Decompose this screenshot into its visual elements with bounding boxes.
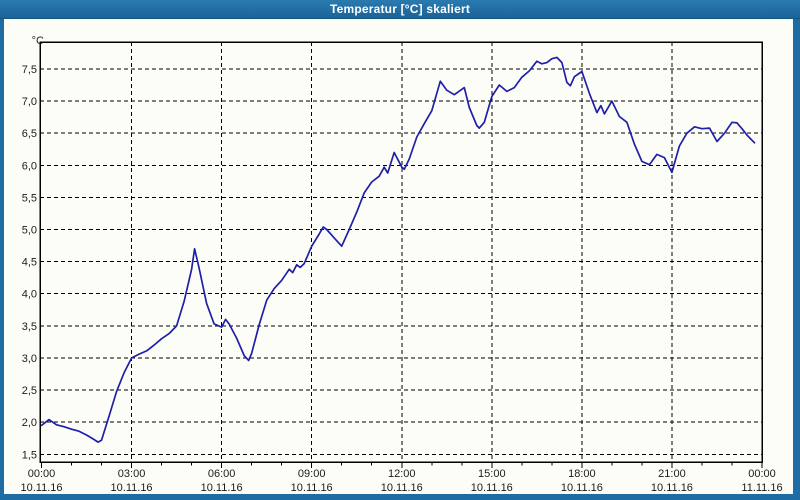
y-axis-unit-label: °C	[31, 35, 44, 47]
x-tick-time-label: 00:00	[748, 468, 776, 480]
x-tick-time-label: 03:00	[118, 468, 146, 480]
y-tick-label: 4,0	[22, 289, 37, 301]
y-tick-label: 3,5	[22, 321, 37, 333]
x-tick-time-label: 00:00	[28, 468, 56, 480]
x-tick-date-label: 10.11.16	[471, 482, 513, 494]
y-tick-label: 7,0	[22, 96, 37, 108]
x-tick-date-label: 10.11.16	[381, 482, 423, 494]
window-title-bar[interactable]: Temperatur [°C] skaliert	[0, 0, 800, 19]
x-tick-date-label: 10.11.16	[291, 482, 333, 494]
y-tick-label: 7,5	[22, 64, 37, 76]
x-tick-date-label: 10.11.16	[201, 482, 243, 494]
y-tick-label: 1,5	[22, 449, 37, 461]
temperature-chart: 7,5 7,0 6,5 6,0 5,5 5,0 4,5 4,0 3,5 3,0 2,5 2,0 1,5 0…	[20, 41, 783, 494]
y-tick-label: 5,0	[22, 225, 37, 237]
y-tick-label: 6,5	[22, 128, 37, 140]
x-tick-time-label: 06:00	[208, 468, 236, 480]
x-tick-time-label: 18:00	[568, 468, 596, 480]
x-tick-date-label: 10.11.16	[561, 482, 603, 494]
y-tick-label: 2,0	[22, 417, 37, 429]
x-tick-time-label: 09:00	[298, 468, 326, 480]
y-tick-label: 3,0	[22, 353, 37, 365]
x-tick-time-label: 21:00	[658, 468, 686, 480]
x-tick-date-label: 11.11.16	[741, 482, 782, 494]
y-tick-label: 4,5	[22, 257, 37, 269]
x-tick-time-label: 15:00	[478, 468, 506, 480]
chart-area: °C 7,5 7,0 6,5 6,0 5,5 5,0 4,5 4,0 3,5 3,0 2,5 2,0 1…	[4, 19, 793, 494]
x-tick-time-label: 12:00	[388, 468, 416, 480]
temperature-line	[40, 56, 756, 443]
plot-background	[40, 42, 762, 462]
x-tick-date-label: 10.11.16	[20, 482, 62, 494]
y-tick-label: 5,5	[22, 192, 37, 204]
window-title: Temperatur [°C] skaliert	[329, 2, 471, 16]
plot-frame	[39, 41, 763, 463]
x-tick-date-label: 10.11.16	[111, 482, 153, 494]
y-tick-label: 2,5	[22, 385, 37, 397]
y-tick-label: 6,0	[22, 160, 37, 172]
x-tick-date-label: 10.11.16	[651, 482, 693, 494]
